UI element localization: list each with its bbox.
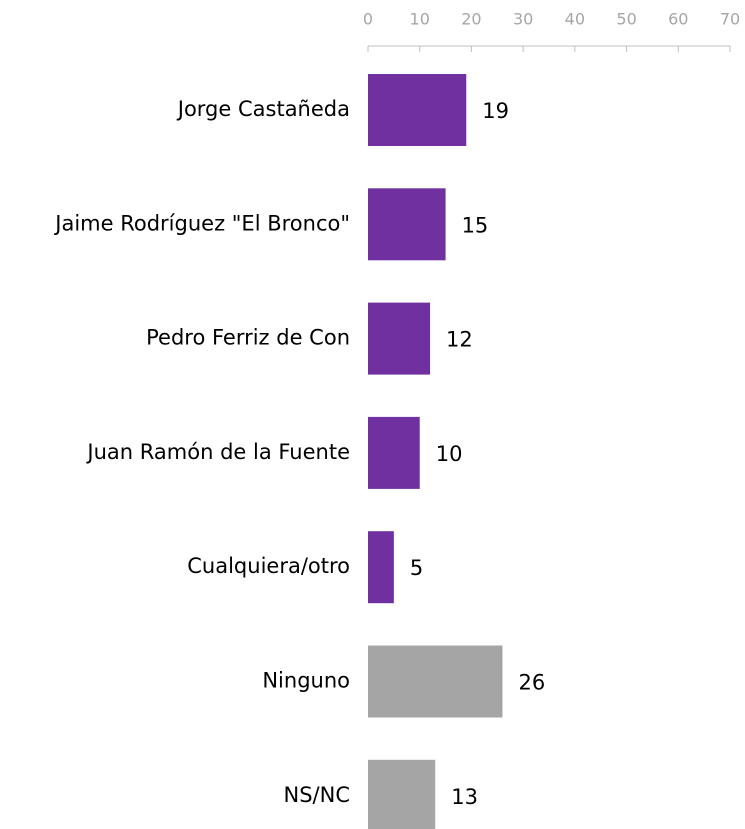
value-label: 26 xyxy=(518,671,545,695)
value-label: 5 xyxy=(410,556,423,580)
bar xyxy=(368,188,446,261)
value-label: 19 xyxy=(482,99,509,123)
x-tick-label: 70 xyxy=(720,10,740,29)
category-label: Jaime Rodríguez "El Bronco" xyxy=(53,211,350,235)
x-tick-label: 60 xyxy=(668,10,688,29)
category-label: Juan Ramón de la Fuente xyxy=(85,440,350,464)
x-tick-label: 50 xyxy=(616,10,636,29)
value-label: 15 xyxy=(462,213,489,237)
value-label: 13 xyxy=(451,785,478,809)
bar xyxy=(368,302,431,375)
x-tick-label: 30 xyxy=(513,10,533,29)
category-label: NS/NC xyxy=(284,783,351,807)
value-label: 12 xyxy=(446,328,473,352)
bar xyxy=(368,645,503,718)
bar xyxy=(368,416,420,489)
category-label: Jorge Castañeda xyxy=(176,97,350,121)
x-tick-label: 0 xyxy=(363,10,373,29)
x-tick-label: 40 xyxy=(565,10,585,29)
value-label: 10 xyxy=(436,442,463,466)
bar xyxy=(368,74,467,146)
bar xyxy=(368,759,436,829)
category-label: Ninguno xyxy=(262,669,350,693)
category-label: Pedro Ferriz de Con xyxy=(146,326,350,350)
x-tick-label: 10 xyxy=(410,10,430,29)
category-label: Cualquiera/otro xyxy=(187,554,350,578)
bar xyxy=(368,531,394,604)
x-tick-label: 20 xyxy=(461,10,481,29)
